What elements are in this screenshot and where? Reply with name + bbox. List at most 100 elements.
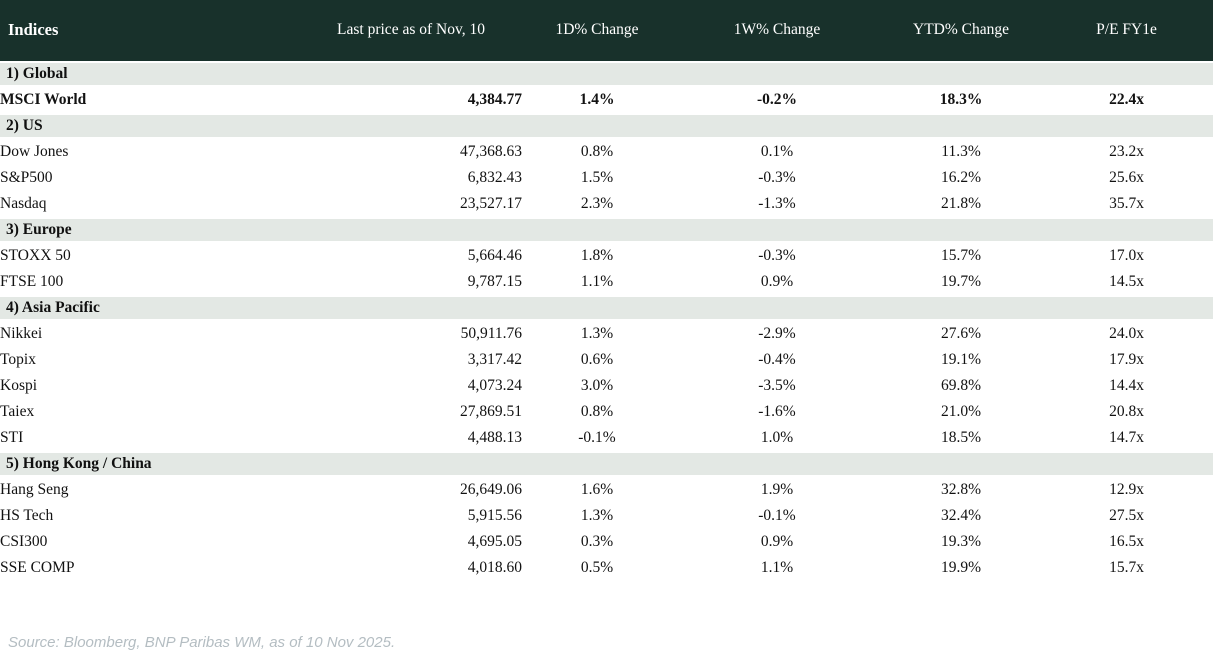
- 1w-change-cell: -0.3%: [758, 247, 796, 264]
- table-header: Indices Last price as of Nov, 10 1D% Cha…: [0, 0, 1213, 62]
- index-name-cell: Taiex: [0, 403, 35, 420]
- ytd-change-cell: 19.7%: [940, 273, 982, 290]
- 1d-change-cell: 1.1%: [580, 273, 614, 290]
- 1w-change-cell: 0.1%: [760, 143, 794, 160]
- ytd-change-cell: 21.8%: [940, 195, 982, 212]
- last-price-cell: 50,911.76: [460, 325, 522, 342]
- pe-cell: 14.7x: [1109, 429, 1144, 446]
- table-row: HS Tech 5,915.56 1.3% -0.1% 32.4% 27.5x: [0, 503, 1213, 529]
- ytd-change-cell: 16.2%: [940, 169, 982, 186]
- section-label: 4) Asia Pacific: [0, 295, 1213, 321]
- column-header-last-price: Last price as of Nov, 10: [337, 21, 485, 39]
- section-row: 3) Europe: [0, 217, 1213, 243]
- table-row: FTSE 100 9,787.15 1.1% 0.9% 19.7% 14.5x: [0, 269, 1213, 296]
- 1w-change-cell: -0.4%: [758, 351, 796, 368]
- pe-cell: 14.4x: [1109, 377, 1144, 394]
- 1d-change-cell: 1.3%: [580, 325, 614, 342]
- last-price-cell: 5,664.46: [467, 247, 522, 264]
- section-label: 3) Europe: [0, 217, 1213, 243]
- table-row: Hang Seng 26,649.06 1.6% 1.9% 32.8% 12.9x: [0, 476, 1213, 503]
- table-row: Nikkei 50,911.76 1.3% -2.9% 27.6% 24.0x: [0, 320, 1213, 347]
- pe-cell: 17.0x: [1109, 247, 1144, 264]
- last-price-cell: 3,317.42: [467, 351, 522, 368]
- pe-cell: 20.8x: [1109, 403, 1144, 420]
- last-price-cell: 4,073.24: [467, 377, 522, 394]
- section-label: 2) US: [0, 113, 1213, 139]
- 1w-change-cell: -0.3%: [758, 169, 796, 186]
- pe-cell: 24.0x: [1109, 325, 1144, 342]
- section-row: 4) Asia Pacific: [0, 295, 1213, 321]
- index-name-cell: Kospi: [0, 377, 38, 394]
- last-price-cell: 47,368.63: [460, 143, 522, 160]
- 1w-change-cell: -0.1%: [758, 507, 796, 524]
- source-note: Source: Bloomberg, BNP Paribas WM, as of…: [8, 634, 396, 651]
- 1d-change-cell: 0.8%: [580, 403, 614, 420]
- 1w-change-cell: -3.5%: [758, 377, 796, 394]
- pe-cell: 14.5x: [1109, 273, 1144, 290]
- 1w-change-cell: -2.9%: [758, 325, 796, 342]
- ytd-change-cell: 19.3%: [940, 533, 982, 550]
- table-row: CSI300 4,695.05 0.3% 0.9% 19.3% 16.5x: [0, 529, 1213, 555]
- index-name-cell: STOXX 50: [0, 247, 71, 264]
- index-name-cell: CSI300: [0, 533, 48, 550]
- table-row: Taiex 27,869.51 0.8% -1.6% 21.0% 20.8x: [0, 399, 1213, 425]
- section-label: 1) Global: [0, 61, 1213, 87]
- section-row: 2) US: [0, 113, 1213, 139]
- 1d-change-cell: 1.5%: [580, 169, 614, 186]
- 1d-change-cell: 0.5%: [580, 559, 614, 576]
- column-header-pe-fy1e: P/E FY1e: [1096, 21, 1157, 39]
- index-name-cell: Nasdaq: [0, 195, 47, 212]
- 1d-change-cell: 2.3%: [580, 195, 614, 212]
- section-row: 5) Hong Kong / China: [0, 451, 1213, 477]
- index-name-cell: Dow Jones: [0, 143, 69, 160]
- 1w-change-cell: -1.3%: [758, 195, 796, 212]
- pe-cell: 15.7x: [1109, 559, 1144, 576]
- index-name-cell: Hang Seng: [0, 481, 69, 498]
- last-price-cell: 4,695.05: [467, 533, 522, 550]
- table-row: SSE COMP 4,018.60 0.5% 1.1% 19.9% 15.7x: [0, 555, 1213, 581]
- ytd-change-cell: 32.8%: [940, 481, 982, 498]
- index-name-cell: Nikkei: [0, 325, 43, 342]
- ytd-change-cell: 11.3%: [941, 143, 981, 160]
- pe-cell: 25.6x: [1109, 169, 1144, 186]
- 1d-change-cell: -0.1%: [578, 429, 616, 446]
- ytd-change-cell: 32.4%: [940, 507, 982, 524]
- 1d-change-cell: 1.3%: [580, 507, 614, 524]
- 1w-change-cell: -0.2%: [756, 91, 798, 108]
- 1d-change-cell: 1.6%: [580, 481, 614, 498]
- header-row: Indices Last price as of Nov, 10 1D% Cha…: [0, 0, 1213, 62]
- column-header-1d-change: 1D% Change: [555, 21, 639, 39]
- 1w-change-cell: 1.9%: [760, 481, 794, 498]
- pe-cell: 17.9x: [1109, 351, 1144, 368]
- table-row: Kospi 4,073.24 3.0% -3.5% 69.8% 14.4x: [0, 373, 1213, 399]
- pe-cell: 23.2x: [1109, 143, 1144, 160]
- table-row: Dow Jones 47,368.63 0.8% 0.1% 11.3% 23.2x: [0, 138, 1213, 165]
- last-price-cell: 4,488.13: [467, 429, 522, 446]
- column-header-indices: Indices: [8, 20, 59, 40]
- last-price-cell: 5,915.56: [467, 507, 522, 524]
- ytd-change-cell: 19.9%: [940, 559, 982, 576]
- table-row: STI 4,488.13 -0.1% 1.0% 18.5% 14.7x: [0, 425, 1213, 452]
- table-row: S&P500 6,832.43 1.5% -0.3% 16.2% 25.6x: [0, 165, 1213, 191]
- index-name-cell: MSCI World: [0, 91, 87, 108]
- last-price-cell: 27,869.51: [460, 403, 522, 420]
- pe-cell: 35.7x: [1109, 195, 1144, 212]
- last-price-cell: 9,787.15: [467, 273, 522, 290]
- pe-cell: 22.4x: [1109, 91, 1144, 108]
- index-name-cell: SSE COMP: [0, 559, 75, 576]
- 1d-change-cell: 0.6%: [580, 351, 614, 368]
- ytd-change-cell: 18.3%: [939, 91, 983, 108]
- ytd-change-cell: 27.6%: [940, 325, 982, 342]
- column-header-1w-change: 1W% Change: [733, 21, 821, 39]
- 1w-change-cell: 0.9%: [760, 273, 794, 290]
- 1w-change-cell: 1.1%: [760, 559, 794, 576]
- 1d-change-cell: 0.8%: [580, 143, 614, 160]
- index-name-cell: Topix: [0, 351, 36, 368]
- table-row: Nasdaq 23,527.17 2.3% -1.3% 21.8% 35.7x: [0, 191, 1213, 218]
- last-price-cell: 26,649.06: [460, 481, 522, 498]
- section-row: 1) Global: [0, 61, 1213, 87]
- index-name-cell: HS Tech: [0, 507, 54, 524]
- ytd-change-cell: 21.0%: [940, 403, 982, 420]
- 1w-change-cell: 1.0%: [760, 429, 794, 446]
